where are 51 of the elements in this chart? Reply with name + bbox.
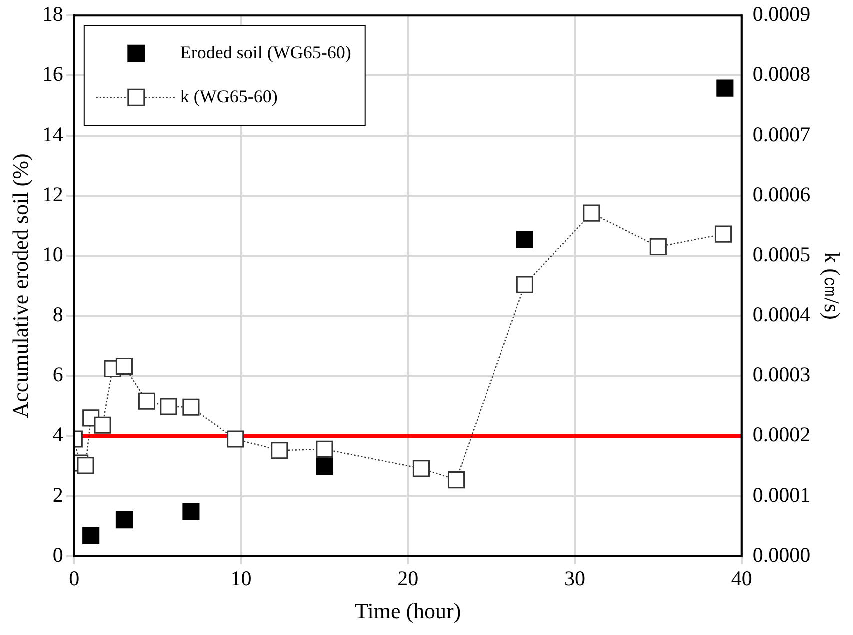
point — [138, 392, 156, 410]
y2-tick-label: 0.0008 — [752, 62, 811, 86]
y-tick-label: 14 — [42, 122, 64, 146]
y-axis-title: Accumulative eroded soil (%) — [8, 154, 33, 418]
y-tick-label: 2 — [52, 482, 64, 507]
y-tick-label: 10 — [42, 242, 64, 266]
y-tick-label: 8 — [52, 302, 64, 327]
point — [316, 440, 334, 458]
point — [77, 457, 94, 474]
x-tick-label: 30 — [564, 566, 586, 591]
x-tick-label: 10 — [230, 566, 252, 591]
x-tick-label: 40 — [731, 566, 752, 591]
point — [316, 458, 334, 476]
x-tick-label: 20 — [398, 566, 419, 591]
x-tick-label: 0 — [69, 566, 80, 591]
point — [160, 398, 178, 416]
legend-label: k (WG65-60) — [180, 86, 278, 106]
y2-tick-label: 0.0006 — [752, 182, 811, 206]
point — [227, 430, 244, 448]
point — [714, 226, 732, 243]
point — [516, 276, 534, 294]
point — [650, 238, 667, 256]
point — [82, 527, 100, 544]
y-tick-label: 18 — [42, 2, 64, 26]
y2-tick-label: 0.0000 — [752, 542, 811, 567]
y-tick-label: 6 — [52, 362, 64, 387]
y-tick-label: 16 — [42, 62, 64, 86]
y2-tick-label: 0.0002 — [752, 422, 811, 447]
y2-tick-label: 0.0009 — [752, 2, 811, 26]
point — [116, 512, 133, 529]
x-axis-title: Time (hour) — [355, 598, 462, 624]
point — [412, 460, 430, 478]
point — [583, 204, 600, 222]
point — [516, 231, 534, 248]
point — [448, 472, 466, 489]
point — [94, 416, 112, 434]
point — [182, 503, 200, 520]
point — [182, 398, 200, 416]
y2-tick-label: 0.0004 — [752, 302, 812, 327]
y2-tick-label: 0.0003 — [752, 362, 811, 387]
y2-tick-label: 0.0005 — [752, 242, 811, 266]
y-tick-label: 0 — [52, 542, 64, 567]
y-tick-label: 12 — [42, 182, 64, 206]
y2-tick-label: 0.0007 — [752, 122, 811, 146]
point — [271, 442, 288, 460]
y-tick-label: 4 — [52, 422, 64, 447]
y2-tick-label: 0.0001 — [752, 482, 811, 507]
y2-axis-title: k (㎝/s) — [820, 252, 846, 320]
legend-label: Eroded soil (WG65-60) — [180, 42, 352, 62]
point — [116, 358, 133, 376]
point — [716, 80, 734, 97]
